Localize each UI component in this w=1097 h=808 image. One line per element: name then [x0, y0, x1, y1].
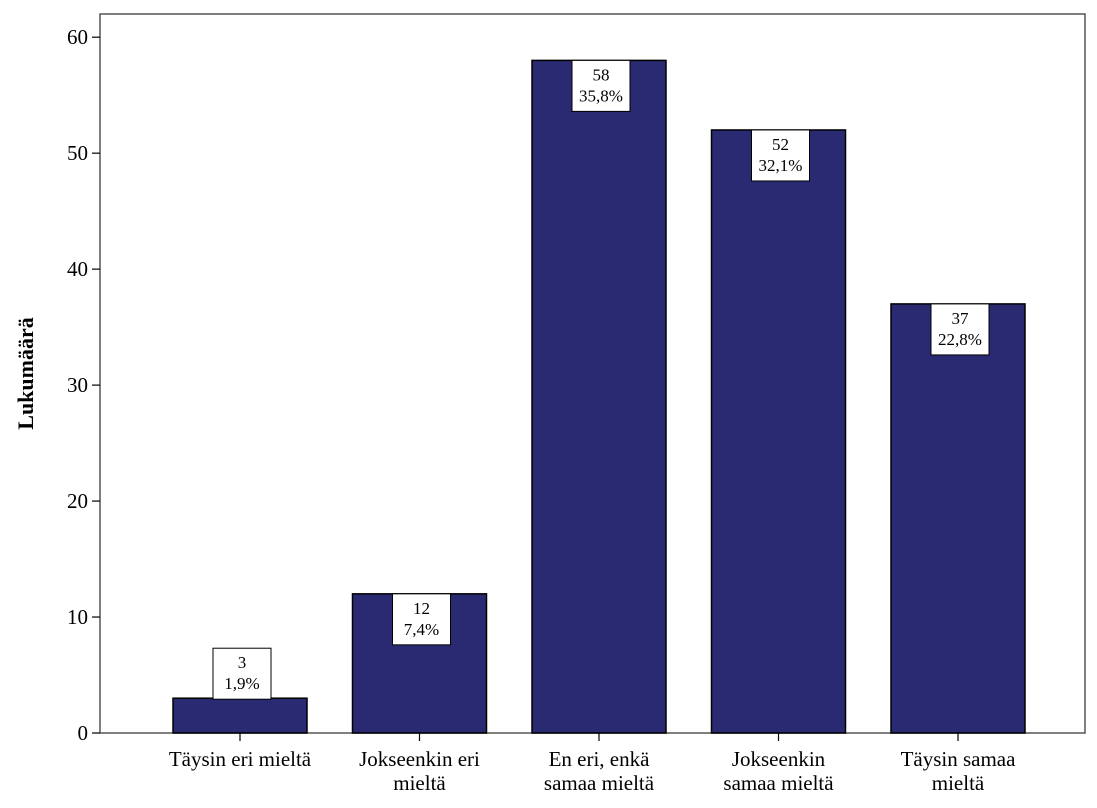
y-tick-label-40: 40 [67, 257, 88, 281]
data-label-box-4 [751, 129, 810, 182]
data-label-count-5: 37 [952, 309, 970, 328]
y-tick-label-10: 10 [67, 605, 88, 629]
bar-1 [172, 697, 308, 734]
x-tick-label-3: En eri, enkä samaa mieltä [544, 747, 655, 795]
data-label-count-1: 3 [238, 653, 247, 672]
data-label-percent-3: 35,8% [579, 86, 623, 105]
x-tick-label-4: Jokseenkin samaa mieltä [723, 747, 834, 795]
y-tick-label-30: 30 [67, 373, 88, 397]
data-label-box-5 [930, 303, 990, 356]
x-tick-label-5: Täysin samaa mieltä [901, 747, 1017, 795]
data-label-percent-2: 7,4% [404, 620, 439, 639]
data-label-percent-1: 1,9% [224, 674, 259, 693]
y-tick-label-50: 50 [67, 141, 88, 165]
y-axis-title: Lukumäärä [13, 317, 38, 429]
data-label-box-2 [392, 593, 451, 646]
bar-4 [710, 129, 847, 734]
x-tick-label-1: Täysin eri mieltä [169, 747, 312, 771]
y-tick-label-60: 60 [67, 25, 88, 49]
data-label-count-4: 52 [772, 135, 789, 154]
data-label-count-2: 12 [413, 599, 430, 618]
y-tick-label-0: 0 [78, 721, 89, 745]
data-label-count-3: 58 [593, 65, 610, 84]
x-tick-label-2: Jokseenkin eri mieltä [359, 747, 480, 795]
y-tick-label-20: 20 [67, 489, 88, 513]
bar-5 [890, 303, 1026, 734]
bar-3 [531, 59, 667, 734]
data-label-percent-5: 22,8% [938, 330, 982, 349]
data-label-box-1 [212, 647, 272, 700]
data-label-box-3 [571, 59, 631, 112]
data-label-percent-4: 32,1% [759, 156, 803, 175]
